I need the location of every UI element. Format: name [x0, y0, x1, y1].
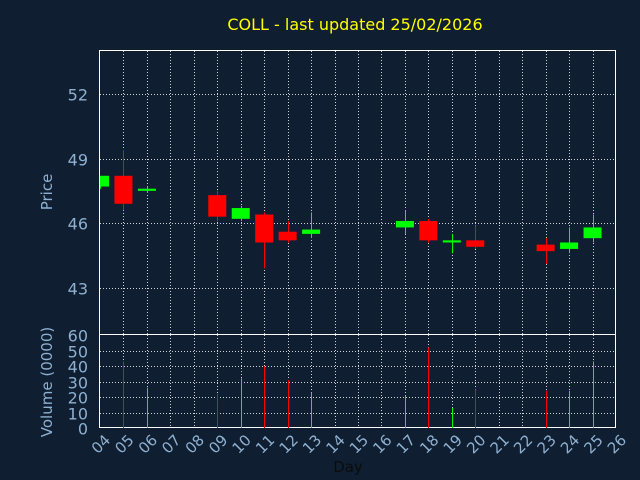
price-panel-frame — [99, 50, 616, 335]
day-tick-label: 24 — [557, 431, 583, 457]
candle-body — [137, 188, 156, 191]
candle-body — [442, 240, 461, 243]
candle-body — [231, 208, 250, 219]
candle — [419, 218, 438, 243]
price-tick-label: 49 — [68, 151, 88, 170]
day-tick-label: 04 — [88, 431, 114, 457]
day-tick-label: 14 — [322, 431, 348, 457]
candle-body — [536, 244, 555, 252]
day-axis-label: Day — [333, 458, 363, 476]
day-tick-label: 17 — [393, 431, 419, 457]
day-tick-label: 07 — [158, 431, 184, 457]
candle-body — [255, 214, 274, 243]
candle-body — [302, 229, 321, 234]
day-tick-label: 18 — [416, 431, 442, 457]
price-tick-label: 46 — [68, 215, 88, 234]
candle — [255, 212, 274, 269]
candle-body — [419, 220, 438, 241]
candle-body — [395, 220, 414, 228]
candle — [208, 190, 227, 221]
candle-body — [466, 240, 485, 247]
volume-axis-label: Volume (0000) — [38, 327, 56, 437]
day-tick-label: 15 — [346, 431, 372, 457]
candle-body — [278, 231, 297, 241]
candles — [100, 149, 602, 269]
candle — [466, 225, 485, 249]
volume-tick-label: 0 — [78, 420, 88, 439]
day-tick-label: 12 — [276, 431, 302, 457]
volume-bars — [123, 347, 594, 428]
volume-tick-label: 10 — [68, 405, 88, 424]
price-tick-label: 52 — [68, 86, 88, 105]
volume-tick-label: 20 — [68, 389, 88, 408]
volume-tick-label: 50 — [68, 343, 88, 362]
day-tick-label: 20 — [463, 431, 489, 457]
volume-panel-frame — [99, 334, 616, 428]
day-tick-label: 08 — [182, 431, 208, 457]
price-axis-ticks: 43 46 49 52 — [68, 86, 88, 299]
candle — [536, 238, 555, 264]
day-tick-label: 11 — [252, 431, 278, 457]
candle — [278, 220, 297, 243]
day-tick-label: 22 — [510, 431, 536, 457]
candle-body — [114, 175, 133, 204]
day-tick-label: 26 — [604, 431, 630, 457]
day-tick-label: 09 — [205, 431, 231, 457]
candle-body — [560, 242, 579, 249]
volume-tick-label: 30 — [68, 374, 88, 393]
volume-tick-label: 40 — [68, 358, 88, 377]
day-tick-label: 05 — [111, 431, 137, 457]
day-axis-ticks: 0405060708091011121314151617181920212223… — [88, 431, 630, 457]
day-tick-label: 16 — [369, 431, 395, 457]
candle — [100, 175, 109, 189]
candle — [395, 210, 414, 234]
volume-grid — [100, 335, 616, 428]
price-axis-label: Price — [38, 174, 56, 211]
candle — [137, 186, 156, 193]
candle — [302, 212, 321, 239]
chart-title: COLL - last updated 25/02/2026 — [227, 15, 482, 34]
day-tick-label: 21 — [487, 431, 513, 457]
day-tick-label: 23 — [534, 431, 560, 457]
day-tick-label: 13 — [299, 431, 325, 457]
candle — [114, 149, 133, 211]
candle — [583, 214, 602, 243]
candle — [231, 205, 250, 221]
day-tick-label: 10 — [229, 431, 255, 457]
price-grid — [100, 51, 616, 335]
candle-body — [100, 175, 109, 187]
day-tick-label: 06 — [135, 431, 161, 457]
candle-body — [208, 195, 227, 217]
candle-body — [583, 227, 602, 239]
candle — [560, 227, 579, 254]
price-tick-label: 43 — [68, 280, 88, 299]
day-tick-label: 25 — [580, 431, 606, 457]
volume-tick-label: 60 — [68, 327, 88, 346]
candle — [442, 233, 461, 254]
day-tick-label: 19 — [440, 431, 466, 457]
